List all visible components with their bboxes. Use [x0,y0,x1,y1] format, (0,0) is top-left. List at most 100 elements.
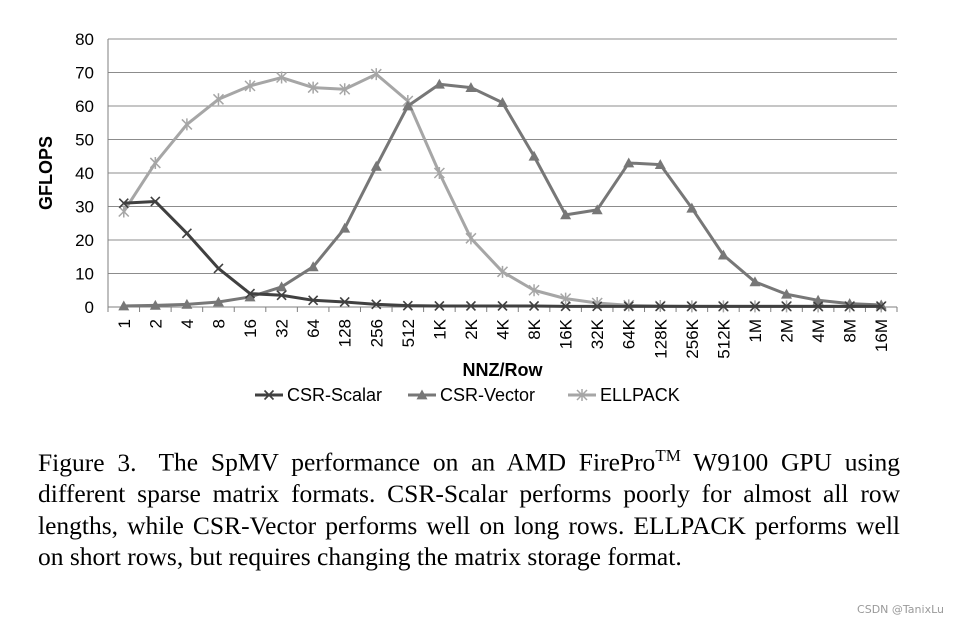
data-point-csr-vector [654,159,666,170]
data-point-csr-vector [212,296,224,307]
x-tick-label: 8K [525,318,544,339]
x-tick-label: 16M [872,319,891,352]
data-point-csr-vector [686,202,698,213]
data-point-ellpack [181,118,193,131]
x-tick-label: 16K [557,318,576,349]
data-point-csr-scalar [118,198,129,209]
y-tick-label: 10 [75,265,94,284]
data-point-csr-scalar [813,301,824,312]
data-point-csr-scalar [623,301,634,312]
legend-marker-csr-vector [416,389,428,400]
data-point-csr-scalar [528,300,540,312]
data-point-csr-vector [149,299,161,310]
x-tick-label: 32 [273,319,292,338]
data-point-csr-vector [339,222,351,233]
y-tick-label: 70 [75,64,94,83]
data-point-csr-vector [528,150,540,161]
data-point-csr-vector [717,249,729,260]
data-point-csr-scalar [371,299,382,310]
y-tick-label: 0 [85,298,94,317]
data-point-csr-scalar [781,301,792,312]
data-point-csr-scalar [434,300,445,312]
data-point-csr-vector [623,157,635,168]
data-point-ellpack [339,83,351,96]
x-tick-label: 2 [146,319,165,328]
x-tick-label: 64 [304,319,323,338]
x-tick-label: 8M [841,319,860,343]
data-point-csr-vector [433,78,445,89]
caption-text-rest: W9100 GPU using different sparse matrix … [38,447,901,572]
data-point-csr-vector [591,204,603,215]
legend-label-csr-scalar: CSR-Scalar [287,385,382,405]
figure-caption: Figure 3. The SpMV performance on an AMD … [38,440,900,573]
y-tick-label: 30 [75,198,94,217]
y-tick-label: 40 [75,164,94,183]
data-point-csr-vector [465,82,477,92]
data-point-csr-vector [307,261,319,272]
data-point-csr-scalar [876,301,887,312]
data-point-csr-vector [781,288,793,299]
trademark-superscript: TM [655,446,681,465]
data-point-csr-scalar [339,296,350,308]
x-tick-label: 4 [178,319,197,328]
x-tick-label: 128 [336,319,355,347]
data-point-csr-scalar [497,300,508,312]
x-tick-label: 4K [494,318,513,339]
data-point-ellpack [370,68,382,81]
data-point-csr-vector [244,291,256,302]
data-point-csr-scalar [244,288,256,299]
x-tick-label: 16 [241,319,260,338]
y-tick-label: 60 [75,97,94,116]
data-point-csr-scalar [465,300,477,312]
data-point-csr-vector [560,209,572,220]
x-tick-label: 4M [809,319,828,343]
watermark: CSDN @TanixLu [857,603,944,616]
x-tick-label: 64K [620,318,639,349]
data-point-ellpack [244,79,256,92]
data-point-csr-scalar [655,301,666,312]
data-point-ellpack [307,81,319,94]
x-tick-label: 512K [714,318,733,358]
data-point-csr-vector [118,300,130,311]
caption-text-start: The SpMV performance on an AMD FirePro [158,447,656,477]
x-tick-label: 2K [462,318,481,339]
x-tick-label: 512 [399,319,418,347]
data-point-csr-vector [497,97,508,108]
data-point-csr-vector [749,276,761,287]
y-tick-label: 50 [75,131,94,150]
data-point-csr-scalar [181,228,192,239]
x-tick-label: 256K [683,318,702,358]
x-tick-label: 1M [746,319,765,343]
data-point-csr-vector [276,281,288,292]
x-tick-label: 128K [651,318,670,358]
caption-label: Figure 3. [38,447,137,477]
legend-marker-ellpack [576,389,588,401]
data-point-csr-vector [370,160,382,171]
data-point-ellpack [433,167,445,179]
x-tick-label: 32K [588,318,607,349]
x-tick-label: 8 [209,319,228,328]
data-point-csr-scalar [213,263,224,274]
data-point-csr-vector [402,100,414,111]
data-point-csr-scalar [592,301,603,312]
x-tick-label: 1K [430,318,449,339]
y-tick-label: 80 [75,30,94,49]
data-point-csr-scalar [749,301,761,312]
data-point-ellpack [118,205,130,218]
x-tick-label: 1 [115,319,134,328]
data-point-csr-scalar [150,196,161,207]
data-point-csr-vector [181,298,193,309]
chart-area: 0 10 20 30 40 50 60 70 80 1 2 4 8 16 32 64 128 256 512 1K 2K… [36,30,898,405]
line-chart: 0 10 20 30 40 50 60 70 80 1 2 4 8 16 32 64 128 256 512 1K 2K… [36,30,898,405]
data-point-csr-scalar [402,300,413,311]
legend-label-csr-vector: CSR-Vector [440,385,535,405]
data-point-ellpack [276,71,288,84]
data-point-csr-vector [812,294,824,305]
data-point-csr-scalar [844,301,855,312]
data-point-csr-scalar [718,301,729,312]
data-point-ellpack [149,156,161,169]
legend-marker-csr-scalar [263,389,275,401]
data-point-ellpack [212,93,224,106]
y-tick-label: 20 [75,231,94,250]
data-point-csr-scalar [560,301,571,312]
